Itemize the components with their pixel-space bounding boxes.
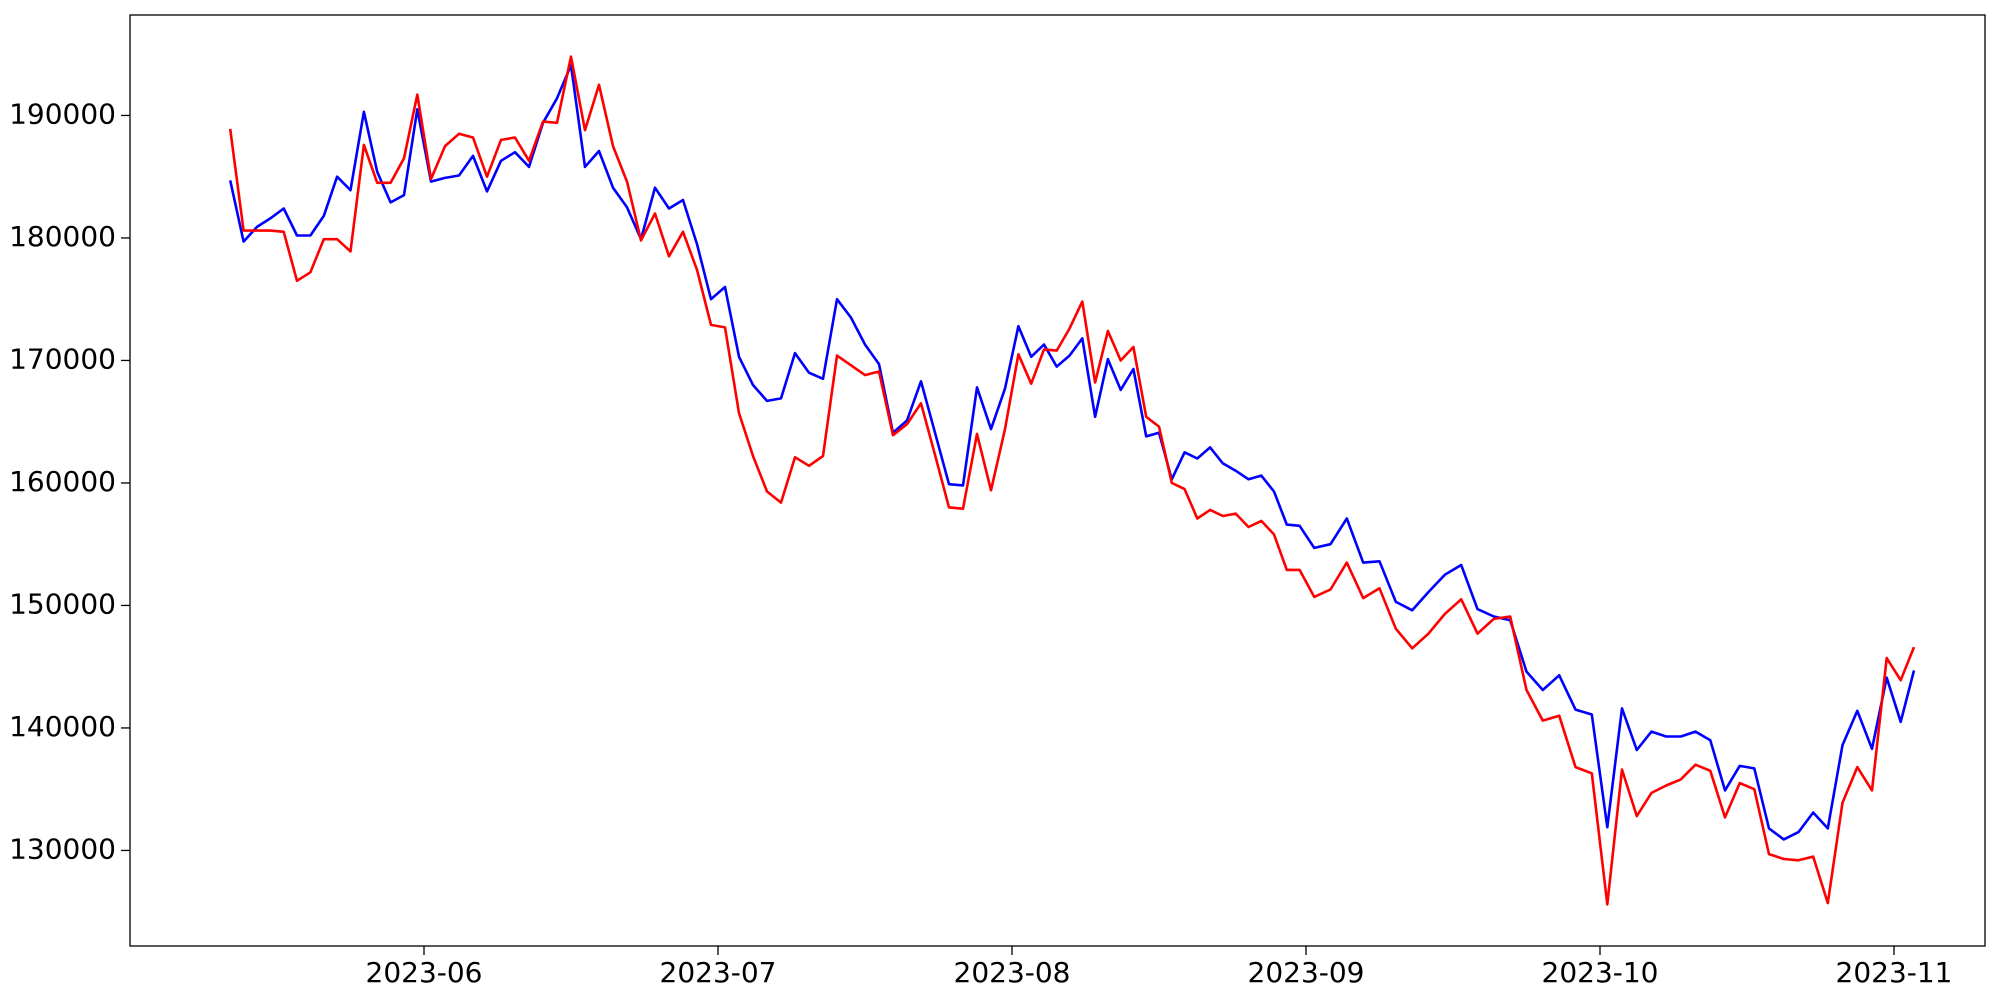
y-tick-label: 130000 bbox=[9, 832, 116, 865]
y-tick-label: 180000 bbox=[9, 220, 116, 253]
series-line bbox=[228, 55, 1916, 906]
y-tick-label: 190000 bbox=[9, 97, 116, 130]
x-tick-label: 2023-06 bbox=[366, 956, 483, 989]
series-line bbox=[228, 63, 1916, 841]
x-tick-label: 2023-11 bbox=[1836, 956, 1953, 989]
plot-frame bbox=[129, 14, 1986, 947]
x-tick-label: 2023-10 bbox=[1542, 956, 1659, 989]
y-tick-label: 140000 bbox=[9, 710, 116, 743]
x-tick-label: 2023-09 bbox=[1248, 956, 1365, 989]
y-tick-label: 160000 bbox=[9, 465, 116, 498]
y-tick-label: 150000 bbox=[9, 587, 116, 620]
y-tick-label: 170000 bbox=[9, 342, 116, 375]
x-tick-label: 2023-08 bbox=[954, 956, 1071, 989]
x-tick-label: 2023-07 bbox=[660, 956, 777, 989]
